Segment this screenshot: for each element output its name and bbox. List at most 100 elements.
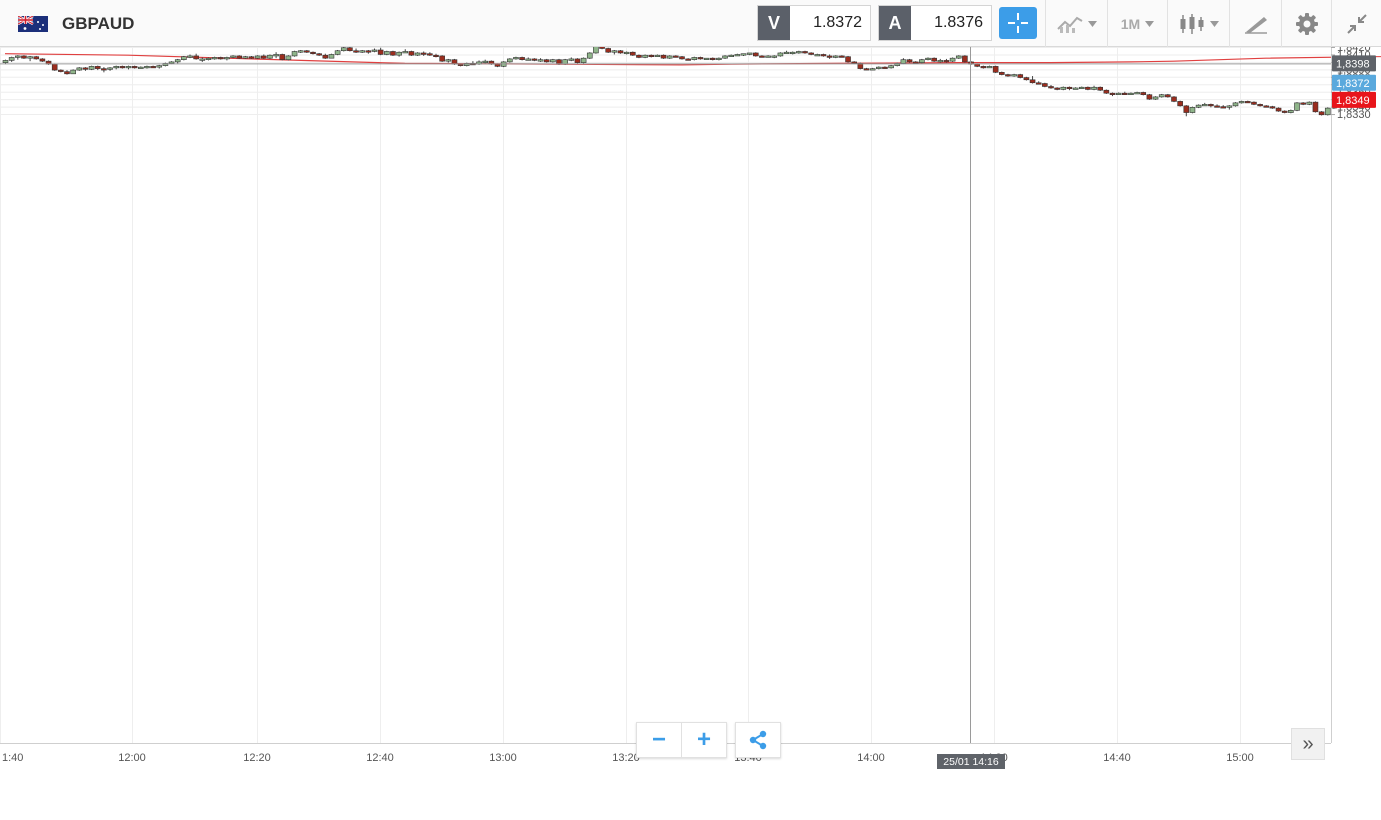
candle-body — [617, 50, 624, 54]
candle-body — [955, 55, 962, 59]
candle-up — [224, 56, 230, 61]
candle-down — [119, 65, 126, 69]
candle-body — [101, 68, 107, 71]
candle-down — [1023, 76, 1030, 81]
candle-body — [1263, 105, 1270, 108]
candle-up — [513, 56, 519, 60]
timeframe-dropdown[interactable]: 1M — [1107, 0, 1167, 47]
candle-body — [1294, 102, 1300, 111]
candle-body — [1128, 92, 1134, 95]
candle-down — [1263, 105, 1270, 108]
candle-down — [617, 49, 624, 54]
candle-up — [814, 53, 821, 57]
candle-down — [347, 47, 353, 52]
candle-body — [765, 55, 771, 58]
buy-quote-button[interactable]: A 1.8376 — [878, 5, 992, 41]
candle-body — [1023, 77, 1030, 81]
candle-up — [525, 57, 532, 61]
sell-quote-button[interactable]: V 1.8372 — [757, 5, 871, 41]
candle-down — [636, 54, 642, 59]
current-bid-price-label-text: 1,8372 — [1336, 78, 1370, 90]
draw-tools-button[interactable] — [1229, 0, 1281, 47]
settings-button[interactable] — [1281, 0, 1331, 47]
candle-body — [1251, 101, 1257, 105]
candle-body — [273, 54, 279, 57]
candle-body — [580, 57, 587, 63]
candle-up — [187, 54, 193, 59]
x-tick-label: 12:00 — [118, 752, 146, 764]
candle-down — [998, 71, 1005, 76]
collapse-button[interactable] — [1331, 0, 1381, 47]
zoom-out-button[interactable]: − — [637, 723, 682, 757]
candle-body — [654, 54, 661, 57]
sell-price: 1.8372 — [813, 14, 862, 31]
candle-down — [408, 50, 415, 56]
x-tick-label: 13:20 — [612, 752, 640, 764]
instrument-header[interactable]: GBPAUD — [18, 0, 134, 47]
candle-up — [691, 56, 698, 61]
candle-body — [1054, 87, 1060, 90]
candle-up — [334, 49, 341, 56]
x-tick-label: 14:40 — [1103, 752, 1131, 764]
candle-down — [1085, 86, 1091, 91]
candle-down — [1251, 101, 1257, 106]
candle-body — [113, 66, 119, 69]
candle-down — [260, 54, 267, 59]
crosshair-time-label: 25/01 14:16 — [937, 754, 1005, 769]
candle-body — [1066, 86, 1073, 90]
draw-tools-icon — [1244, 16, 1267, 34]
candle-down — [64, 70, 70, 75]
candle-up — [611, 49, 618, 55]
zoom-in-button[interactable]: + — [696, 726, 711, 753]
candle-body — [802, 51, 808, 54]
candle-up — [482, 59, 489, 64]
candle-down — [1312, 101, 1319, 113]
candle-body — [826, 55, 833, 58]
candle-body — [494, 63, 501, 67]
candle-body — [193, 55, 199, 60]
candle-body — [1189, 107, 1196, 113]
candle-down — [433, 53, 439, 58]
candle-body — [777, 52, 784, 57]
share-button[interactable] — [735, 722, 781, 758]
candle-body — [248, 56, 255, 59]
candle-up — [211, 56, 218, 60]
candle-down — [543, 58, 550, 63]
candle-up — [445, 58, 452, 63]
indicators-button[interactable] — [1045, 0, 1107, 47]
candle-body — [144, 66, 150, 69]
candle-up — [642, 54, 648, 59]
candle-body — [254, 55, 261, 59]
crosshair-button[interactable] — [999, 7, 1037, 39]
candle-down — [420, 51, 427, 56]
candle-body — [1171, 96, 1177, 102]
candle-body — [931, 57, 937, 62]
candle-down — [1300, 102, 1306, 106]
candle-down — [51, 63, 58, 71]
candle-down — [353, 48, 359, 53]
candle-body — [586, 52, 593, 59]
sell-label: V — [758, 6, 790, 40]
candle-down — [1097, 86, 1103, 91]
candle-body — [1288, 110, 1294, 113]
candle-body — [882, 66, 888, 69]
candle-up — [174, 58, 181, 64]
candle-up — [734, 53, 741, 57]
candle-down — [316, 52, 322, 56]
candlestick-chart[interactable]: 1:40 12:00 12:20 12:40 13:00 13:20 13:40 14:00 1… — [0, 47, 1381, 820]
candle-up — [888, 64, 894, 69]
candle-up — [506, 58, 513, 63]
candle-body — [863, 68, 870, 71]
candle-up — [291, 50, 298, 57]
candle-body — [279, 54, 286, 60]
candle-up — [8, 56, 15, 62]
candle-up — [1011, 73, 1017, 77]
candle-body — [611, 50, 618, 53]
candle-down — [279, 53, 286, 61]
scroll-to-latest-button[interactable]: » — [1291, 728, 1325, 760]
candle-body — [716, 57, 722, 60]
candle-down — [377, 47, 384, 56]
candle-up — [70, 69, 76, 75]
candle-body — [691, 57, 698, 60]
chart-type-dropdown[interactable] — [1167, 0, 1229, 47]
